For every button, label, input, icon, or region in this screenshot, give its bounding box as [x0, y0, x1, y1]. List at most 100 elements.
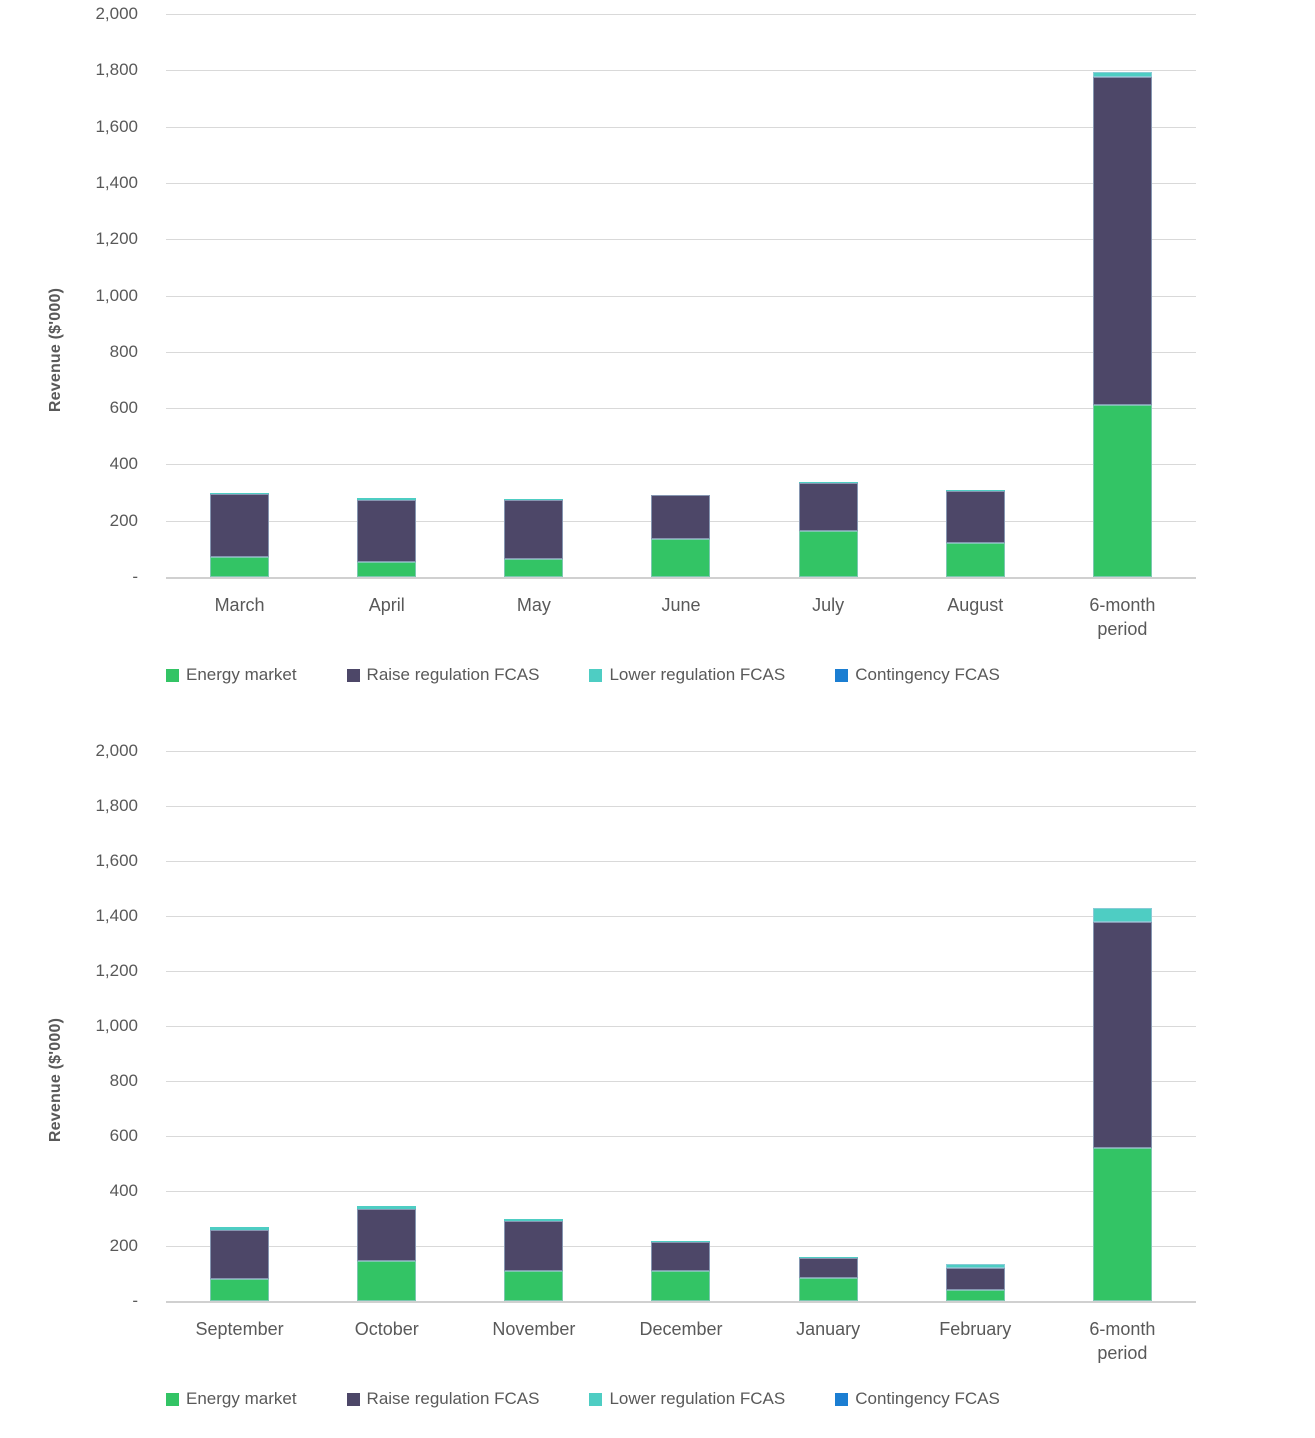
- bar-slot: [460, 751, 607, 1301]
- legend-label: Contingency FCAS: [855, 665, 1000, 684]
- y-tick-label: 200: [109, 510, 138, 530]
- legend-swatch-icon: [346, 1392, 360, 1406]
- bar-segment-raise-regulation-fcas: [357, 1208, 417, 1262]
- gridline: [166, 239, 1196, 241]
- x-axis-label: July: [812, 595, 845, 615]
- bar-segment-lower-regulation-fcas: [504, 499, 564, 500]
- gridline: [166, 351, 1196, 353]
- legend-label: Lower regulation FCAS: [609, 665, 786, 684]
- bar-segment-raise-regulation-fcas: [1092, 921, 1152, 1149]
- bar-slot: [313, 751, 460, 1301]
- legend-label: Lower regulation FCAS: [609, 1389, 786, 1408]
- bar-segment-raise-regulation-fcas: [357, 499, 417, 562]
- bar-segment-lower-regulation-fcas: [357, 498, 417, 500]
- x-axis-line: [166, 1301, 1196, 1303]
- y-tick-label: 2,000: [95, 4, 138, 23]
- bar-segment-raise-regulation-fcas: [651, 1241, 711, 1271]
- y-tick-label: 1,400: [95, 906, 138, 925]
- x-axis-label: 6-month period: [1089, 1319, 1156, 1363]
- x-axis-label: November: [492, 1319, 576, 1339]
- gridline: [166, 14, 1196, 15]
- legend-label: Energy market: [186, 665, 297, 684]
- x-axis-labels: March April May June July August 6-month perio…: [166, 593, 1196, 641]
- bar-segment-energy-market: [798, 530, 858, 577]
- x-axis-label: April: [368, 595, 405, 615]
- bar-segment-energy-market: [357, 561, 417, 577]
- legend-item-energy-market: Energy market: [166, 1389, 297, 1409]
- gridline: [166, 126, 1196, 128]
- bar-6-month-period: [1092, 71, 1152, 577]
- y-tick-label: 400: [109, 1181, 138, 1200]
- legend-swatch-icon: [835, 668, 849, 682]
- x-axis-label: August: [947, 595, 1004, 615]
- bar-slot: [1049, 14, 1196, 577]
- legend-item-lower-regulation-fcas: Lower regulation FCAS: [589, 665, 785, 685]
- chart-legend: Energy market Raise regulation FCAS Lower …: [166, 665, 1196, 685]
- bar-segment-lower-regulation-fcas: [1092, 907, 1152, 922]
- bar-may: [504, 499, 564, 577]
- legend-item-raise-regulation-fcas: Raise regulation FCAS: [346, 665, 539, 685]
- bar-july: [798, 482, 858, 577]
- bar-segment-raise-regulation-fcas: [210, 1229, 270, 1279]
- gridline: [166, 70, 1196, 72]
- bar-segment-energy-market: [504, 558, 564, 577]
- bar-slot: [607, 14, 754, 577]
- y-tick-label: 1,200: [95, 961, 138, 980]
- legend-item-contingency-fcas: Contingency FCAS: [835, 665, 1000, 685]
- bar-segment-raise-regulation-fcas: [210, 493, 270, 558]
- legend-label: Contingency FCAS: [855, 1389, 1000, 1408]
- legend-swatch-icon: [589, 668, 603, 682]
- bar-february: [945, 1263, 1005, 1301]
- bar-slot: [755, 14, 902, 577]
- x-axis-label: May: [516, 595, 551, 615]
- y-axis-title-column: Revenue ($'000): [42, 14, 70, 685]
- bar-march: [210, 492, 270, 577]
- bar-june: [651, 494, 711, 577]
- legend-swatch-icon: [166, 668, 179, 682]
- bar-segment-raise-regulation-fcas: [1092, 77, 1152, 406]
- y-tick-label: 1,000: [95, 1016, 138, 1035]
- bar-segment-lower-regulation-fcas: [798, 482, 858, 483]
- bar-segment-energy-market: [357, 1261, 417, 1301]
- gridline: [166, 1136, 1196, 1137]
- bar-segment-lower-regulation-fcas: [945, 1263, 1005, 1268]
- bar-segment-lower-regulation-fcas: [798, 1257, 858, 1259]
- bar-slot: [166, 14, 313, 577]
- bars-layer: [166, 751, 1196, 1301]
- legend-swatch-icon: [589, 1392, 603, 1406]
- gridline: [166, 971, 1196, 972]
- revenue-chart-september-february: Revenue ($'000) 2,000 1,800 1,600 1,400 1,20…: [0, 742, 1315, 1409]
- y-tick-label: -: [132, 567, 138, 586]
- bar-october: [357, 1206, 417, 1301]
- bar-segment-lower-regulation-fcas: [210, 1226, 270, 1230]
- y-axis-ticks: 2,000 1,800 1,600 1,400 1,200 1,000 800 600 400 2…: [70, 5, 166, 586]
- legend-swatch-icon: [166, 1392, 179, 1406]
- legend-label: Energy market: [186, 1389, 297, 1408]
- legend-item-energy-market: Energy market: [166, 665, 297, 685]
- bar-slot: [607, 751, 754, 1301]
- bar-segment-raise-regulation-fcas: [651, 495, 711, 539]
- y-tick-label: 1,800: [95, 60, 138, 80]
- gridline: [166, 916, 1196, 917]
- bar-segment-raise-regulation-fcas: [504, 499, 564, 559]
- bar-segment-raise-regulation-fcas: [504, 1221, 564, 1271]
- bar-segment-energy-market: [798, 1277, 858, 1301]
- y-tick-label: 1,200: [95, 229, 138, 249]
- y-tick-label: 1,400: [95, 172, 138, 192]
- bars-layer: [166, 14, 1196, 577]
- plot-area: [166, 751, 1196, 1303]
- legend-swatch-icon: [835, 1392, 849, 1406]
- gridline: [166, 1081, 1196, 1082]
- bar-segment-raise-regulation-fcas: [798, 482, 858, 531]
- bar-august: [945, 489, 1005, 577]
- revenue-chart-march-august: Revenue ($'000) 2,000 1,800 1,600 1,400 1,20…: [0, 5, 1315, 685]
- gridline: [166, 408, 1196, 410]
- y-tick-label: 600: [109, 1126, 138, 1145]
- x-axis-label: February: [939, 1319, 1012, 1339]
- bar-segment-energy-market: [1092, 405, 1152, 577]
- bar-november: [504, 1218, 564, 1301]
- bar-segment-lower-regulation-fcas: [651, 494, 711, 496]
- bar-segment-raise-regulation-fcas: [945, 1268, 1005, 1290]
- bar-slot: [313, 14, 460, 577]
- legend-swatch-icon: [346, 668, 360, 682]
